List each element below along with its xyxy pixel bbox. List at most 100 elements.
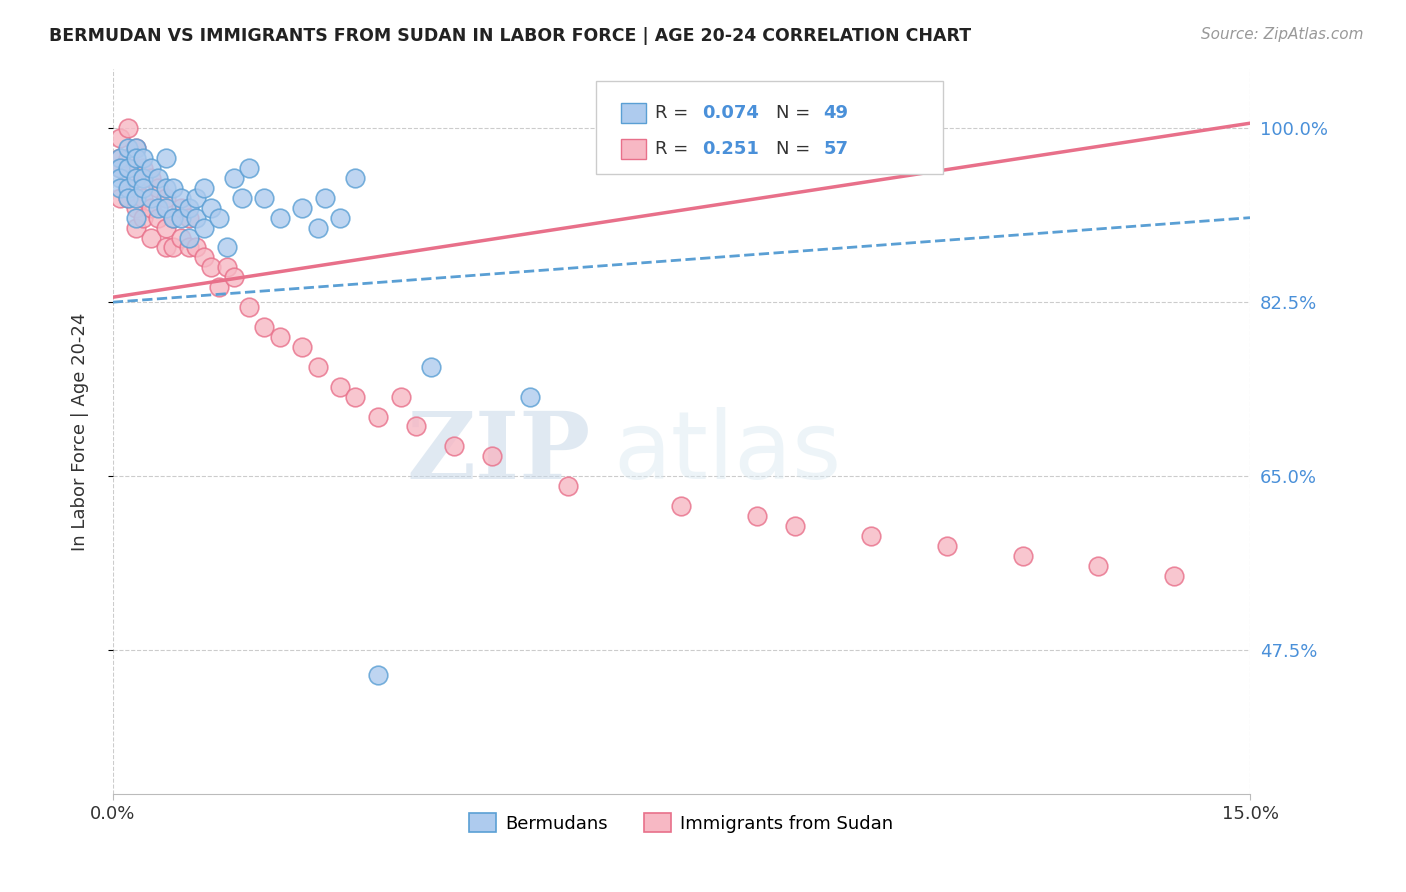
- Point: [132, 211, 155, 225]
- Point: [420, 359, 443, 374]
- Point: [155, 151, 177, 165]
- Point: [193, 181, 215, 195]
- Point: [110, 161, 132, 175]
- Point: [132, 181, 155, 195]
- Text: R =: R =: [655, 104, 695, 122]
- Point: [269, 211, 291, 225]
- Point: [110, 151, 132, 165]
- Point: [224, 270, 246, 285]
- Point: [747, 508, 769, 523]
- Point: [170, 201, 193, 215]
- Point: [139, 201, 162, 215]
- Point: [124, 141, 146, 155]
- Text: BERMUDAN VS IMMIGRANTS FROM SUDAN IN LABOR FORCE | AGE 20-24 CORRELATION CHART: BERMUDAN VS IMMIGRANTS FROM SUDAN IN LAB…: [49, 27, 972, 45]
- Point: [177, 201, 200, 215]
- Point: [519, 390, 541, 404]
- Point: [671, 499, 693, 513]
- Point: [139, 170, 162, 185]
- Point: [935, 539, 957, 553]
- Point: [186, 191, 208, 205]
- Point: [117, 181, 139, 195]
- Point: [329, 211, 352, 225]
- Point: [110, 191, 132, 205]
- Point: [859, 529, 882, 543]
- Point: [155, 191, 177, 205]
- Point: [117, 161, 139, 175]
- Point: [307, 220, 329, 235]
- Point: [139, 191, 162, 205]
- Point: [314, 191, 336, 205]
- Point: [117, 191, 139, 205]
- Text: N =: N =: [776, 140, 815, 158]
- Point: [215, 260, 238, 275]
- Text: N =: N =: [776, 104, 815, 122]
- Point: [117, 170, 139, 185]
- Text: 57: 57: [824, 140, 849, 158]
- Text: ZIP: ZIP: [406, 409, 591, 499]
- Point: [238, 300, 260, 314]
- Point: [162, 240, 184, 254]
- Point: [117, 121, 139, 136]
- Point: [170, 211, 193, 225]
- Text: 0.251: 0.251: [702, 140, 759, 158]
- Point: [132, 191, 155, 205]
- Point: [148, 211, 170, 225]
- Point: [344, 390, 367, 404]
- Point: [177, 230, 200, 244]
- Point: [253, 191, 276, 205]
- Point: [193, 220, 215, 235]
- Point: [200, 201, 222, 215]
- Point: [367, 409, 389, 424]
- Point: [117, 141, 139, 155]
- FancyBboxPatch shape: [621, 139, 647, 160]
- Text: 49: 49: [824, 104, 849, 122]
- FancyBboxPatch shape: [621, 103, 647, 123]
- Point: [224, 170, 246, 185]
- Point: [117, 191, 139, 205]
- Y-axis label: In Labor Force | Age 20-24: In Labor Force | Age 20-24: [72, 312, 89, 550]
- Text: atlas: atlas: [613, 408, 841, 500]
- Text: Source: ZipAtlas.com: Source: ZipAtlas.com: [1201, 27, 1364, 42]
- Point: [155, 181, 177, 195]
- Point: [269, 330, 291, 344]
- Point: [291, 340, 314, 354]
- Point: [215, 240, 238, 254]
- Point: [117, 151, 139, 165]
- Point: [1011, 549, 1033, 563]
- Point: [1087, 558, 1109, 573]
- Point: [389, 390, 412, 404]
- Point: [405, 419, 427, 434]
- Point: [124, 211, 146, 225]
- Point: [132, 161, 155, 175]
- Point: [1163, 568, 1185, 582]
- Point: [443, 439, 465, 453]
- Text: 0.074: 0.074: [702, 104, 759, 122]
- Point: [162, 211, 184, 225]
- Point: [110, 161, 132, 175]
- Point: [124, 220, 146, 235]
- Point: [329, 380, 352, 394]
- Point: [193, 251, 215, 265]
- Point: [557, 479, 579, 493]
- Point: [139, 230, 162, 244]
- Point: [132, 151, 155, 165]
- Point: [124, 161, 146, 175]
- Point: [155, 220, 177, 235]
- Point: [124, 191, 146, 205]
- Point: [124, 141, 146, 155]
- Point: [253, 320, 276, 334]
- Point: [110, 181, 132, 195]
- Point: [132, 170, 155, 185]
- FancyBboxPatch shape: [596, 81, 943, 174]
- Point: [208, 280, 231, 294]
- Point: [186, 240, 208, 254]
- Point: [148, 170, 170, 185]
- Point: [307, 359, 329, 374]
- Point: [367, 668, 389, 682]
- Point: [170, 191, 193, 205]
- Legend: Bermudans, Immigrants from Sudan: Bermudans, Immigrants from Sudan: [463, 806, 901, 839]
- Point: [124, 170, 146, 185]
- Point: [208, 211, 231, 225]
- Point: [162, 211, 184, 225]
- Point: [155, 240, 177, 254]
